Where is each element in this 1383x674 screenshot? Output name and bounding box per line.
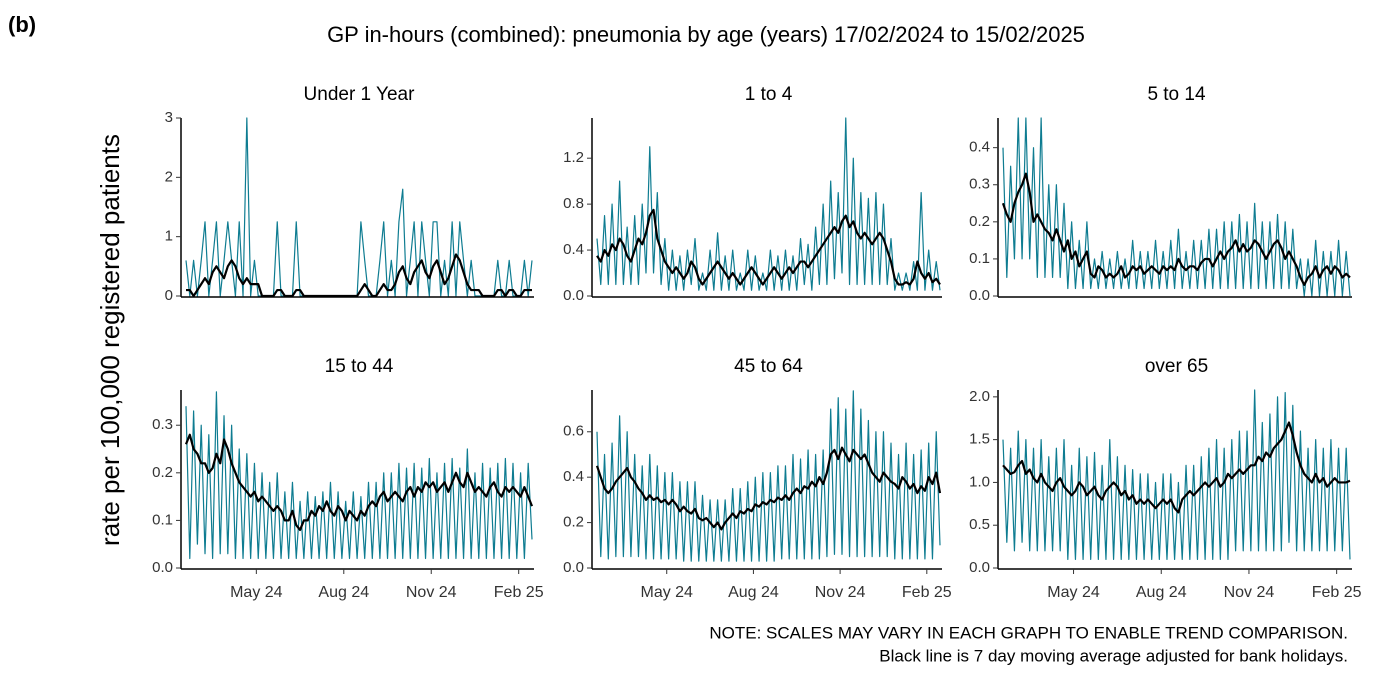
y-tick-label: 0.0 bbox=[152, 559, 173, 576]
x-tick-label: Feb 25 bbox=[494, 584, 544, 601]
panel-title: 5 to 14 bbox=[1147, 84, 1206, 105]
daily-line bbox=[185, 391, 533, 560]
y-tick-label: 0.1 bbox=[969, 250, 990, 267]
panel-title: 1 to 4 bbox=[745, 84, 793, 105]
y-tick-label: 0.6 bbox=[563, 423, 584, 440]
figure-title: GP in-hours (combined): pneumonia by age… bbox=[327, 22, 1085, 47]
y-tick-label: 0.1 bbox=[152, 511, 173, 528]
y-tick-label: 0.0 bbox=[563, 287, 584, 304]
y-axis-label: rate per 100,000 registered patients bbox=[95, 134, 125, 546]
daily-line bbox=[1002, 389, 1351, 561]
y-tick-label: 0.2 bbox=[563, 514, 584, 531]
daily-line bbox=[185, 117, 533, 297]
x-tick-label: Nov 24 bbox=[815, 584, 866, 601]
y-tick-label: 0.3 bbox=[969, 176, 990, 193]
x-tick-label: May 24 bbox=[640, 584, 693, 601]
x-tick-label: Nov 24 bbox=[406, 584, 457, 601]
y-tick-label: 3 bbox=[165, 109, 173, 126]
x-tick-label: Feb 25 bbox=[1312, 584, 1362, 601]
y-tick-label: 1 bbox=[165, 228, 173, 245]
y-tick-label: 0 bbox=[165, 287, 173, 304]
moving-average-line bbox=[596, 208, 941, 286]
y-tick-label: 0.3 bbox=[152, 416, 173, 433]
y-tick-label: 0.0 bbox=[969, 559, 990, 576]
panel-title: Under 1 Year bbox=[304, 84, 416, 105]
x-tick-label: Aug 24 bbox=[1136, 584, 1187, 601]
panel-title: 15 to 44 bbox=[325, 356, 394, 377]
y-tick-label: 0.4 bbox=[563, 468, 584, 485]
x-tick-label: May 24 bbox=[230, 584, 283, 601]
y-tick-label: 2 bbox=[165, 168, 173, 185]
y-tick-label: 1.5 bbox=[969, 431, 990, 448]
moving-average-line bbox=[186, 253, 532, 298]
daily-line bbox=[596, 390, 941, 562]
y-tick-label: 0.0 bbox=[969, 287, 990, 304]
x-tick-label: Feb 25 bbox=[902, 584, 952, 601]
daily-line bbox=[596, 117, 941, 291]
moving-average-line bbox=[595, 446, 942, 531]
panel-title: over 65 bbox=[1145, 356, 1208, 377]
y-tick-label: 0.0 bbox=[563, 559, 584, 576]
y-tick-label: 0.5 bbox=[969, 516, 990, 533]
y-tick-label: 0.4 bbox=[563, 241, 584, 258]
x-tick-label: Aug 24 bbox=[728, 584, 779, 601]
y-tick-label: 2.0 bbox=[969, 388, 990, 405]
y-tick-label: 1.2 bbox=[563, 149, 584, 166]
moving-average-line bbox=[184, 433, 534, 532]
y-tick-label: 0.2 bbox=[152, 464, 173, 481]
daily-line bbox=[1002, 117, 1351, 297]
note: Black line is 7 day moving average adjus… bbox=[879, 646, 1348, 665]
y-tick-label: 0.2 bbox=[969, 213, 990, 230]
figure-label: (b) bbox=[8, 12, 36, 37]
y-tick-label: 1.0 bbox=[969, 473, 990, 490]
x-tick-label: May 24 bbox=[1047, 584, 1100, 601]
moving-average-line bbox=[1001, 172, 1351, 286]
panel-title: 45 to 64 bbox=[734, 356, 803, 377]
x-tick-label: Nov 24 bbox=[1224, 584, 1275, 601]
x-tick-label: Aug 24 bbox=[318, 584, 369, 601]
y-tick-label: 0.4 bbox=[969, 139, 990, 156]
y-tick-label: 0.8 bbox=[563, 195, 584, 212]
note: NOTE: SCALES MAY VARY IN EACH GRAPH TO E… bbox=[709, 623, 1348, 642]
moving-average-line bbox=[1002, 421, 1351, 514]
